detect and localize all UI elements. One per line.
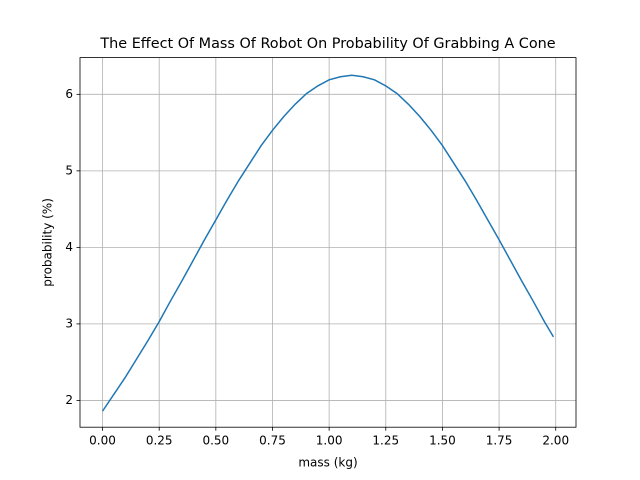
axes-frame (79, 57, 577, 428)
y-tick-label: 3 (65, 316, 73, 330)
x-tick-label: 0.75 (259, 434, 286, 448)
plot-layer (101, 74, 555, 412)
x-tick-label: 1.25 (372, 434, 399, 448)
chart-title: The Effect Of Mass Of Robot On Probabili… (99, 36, 555, 52)
x-tick-label: 1.75 (486, 434, 513, 448)
x-tick-label: 2.00 (542, 434, 569, 448)
x-tick-label: 0.25 (146, 434, 173, 448)
y-tick-label: 2 (65, 393, 73, 407)
y-axis-label: probability (%) (41, 198, 55, 287)
x-tick-label: 0.00 (89, 434, 116, 448)
grid-layer (80, 57, 576, 428)
y-tick-label: 4 (65, 240, 73, 254)
data-line (101, 74, 555, 412)
x-axis-label: mass (kg) (298, 456, 357, 470)
x-tick-label: 1.00 (316, 434, 343, 448)
y-tick-label: 6 (65, 87, 73, 101)
x-tick-label: 1.50 (429, 434, 456, 448)
tick-layer: 0.00 0.25 0.50 0.75 1.00 1.25 1.50 1.75 2.00 2 3 4 5… (65, 87, 569, 448)
x-tick-label: 0.50 (202, 434, 229, 448)
y-tick-label: 5 (65, 163, 73, 177)
